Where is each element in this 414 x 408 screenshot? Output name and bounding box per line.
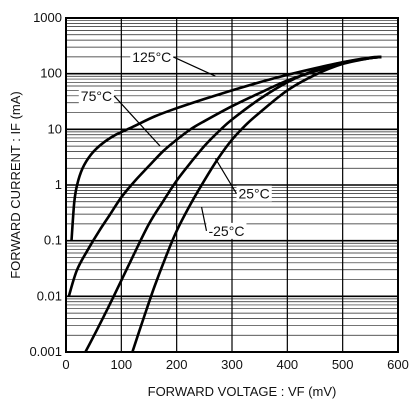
x-tick-label: 600 <box>387 357 409 372</box>
x-tick-label: 300 <box>221 357 243 372</box>
y-tick-label: 1000 <box>33 10 62 25</box>
plot-frame <box>65 17 399 353</box>
curve-layer <box>67 55 382 353</box>
series-line-0 <box>70 55 382 241</box>
series-line-3 <box>131 55 382 353</box>
y-tick-label: 0.01 <box>37 288 62 303</box>
series-label-3: -25°C <box>208 223 244 239</box>
tick-label-layer: 0 100 200 300 400 500 600 0.001 0.01 0.1 1 10 100 100… <box>29 10 408 372</box>
y-tick-label: 100 <box>40 66 62 81</box>
y-axis-title: FORWARD CURRENT : IF (mA) <box>8 91 23 279</box>
series-label-bg <box>78 87 115 104</box>
x-tick-label: 0 <box>62 357 69 372</box>
series-label-bg <box>236 185 272 202</box>
annotation-layer: 125°C 75°C 25°C -25°C <box>78 48 272 239</box>
y-tick-label: 0.1 <box>44 233 62 248</box>
y-tick-label: 0.001 <box>29 344 62 359</box>
series-label-bg <box>130 48 174 65</box>
series-label-0: 125°C <box>132 49 171 65</box>
x-tick-label: 200 <box>166 357 188 372</box>
leader-line <box>200 207 208 231</box>
series-label-1: 75°C <box>81 88 112 104</box>
series-line-2 <box>84 55 382 353</box>
leader-line <box>113 95 161 147</box>
x-tick-label: 100 <box>110 357 132 372</box>
y-tick-label: 10 <box>48 121 62 136</box>
leader-line <box>173 56 216 77</box>
grid-layer <box>65 17 399 353</box>
x-tick-label: 400 <box>276 357 298 372</box>
x-axis-title: FORWARD VOLTAGE : VF (mV) <box>148 384 337 399</box>
y-tick-label: 1 <box>55 177 62 192</box>
series-label-2: 25°C <box>238 186 269 202</box>
x-tick-label: 500 <box>332 357 354 372</box>
leader-line <box>214 158 238 194</box>
series-label-bg <box>206 222 247 239</box>
